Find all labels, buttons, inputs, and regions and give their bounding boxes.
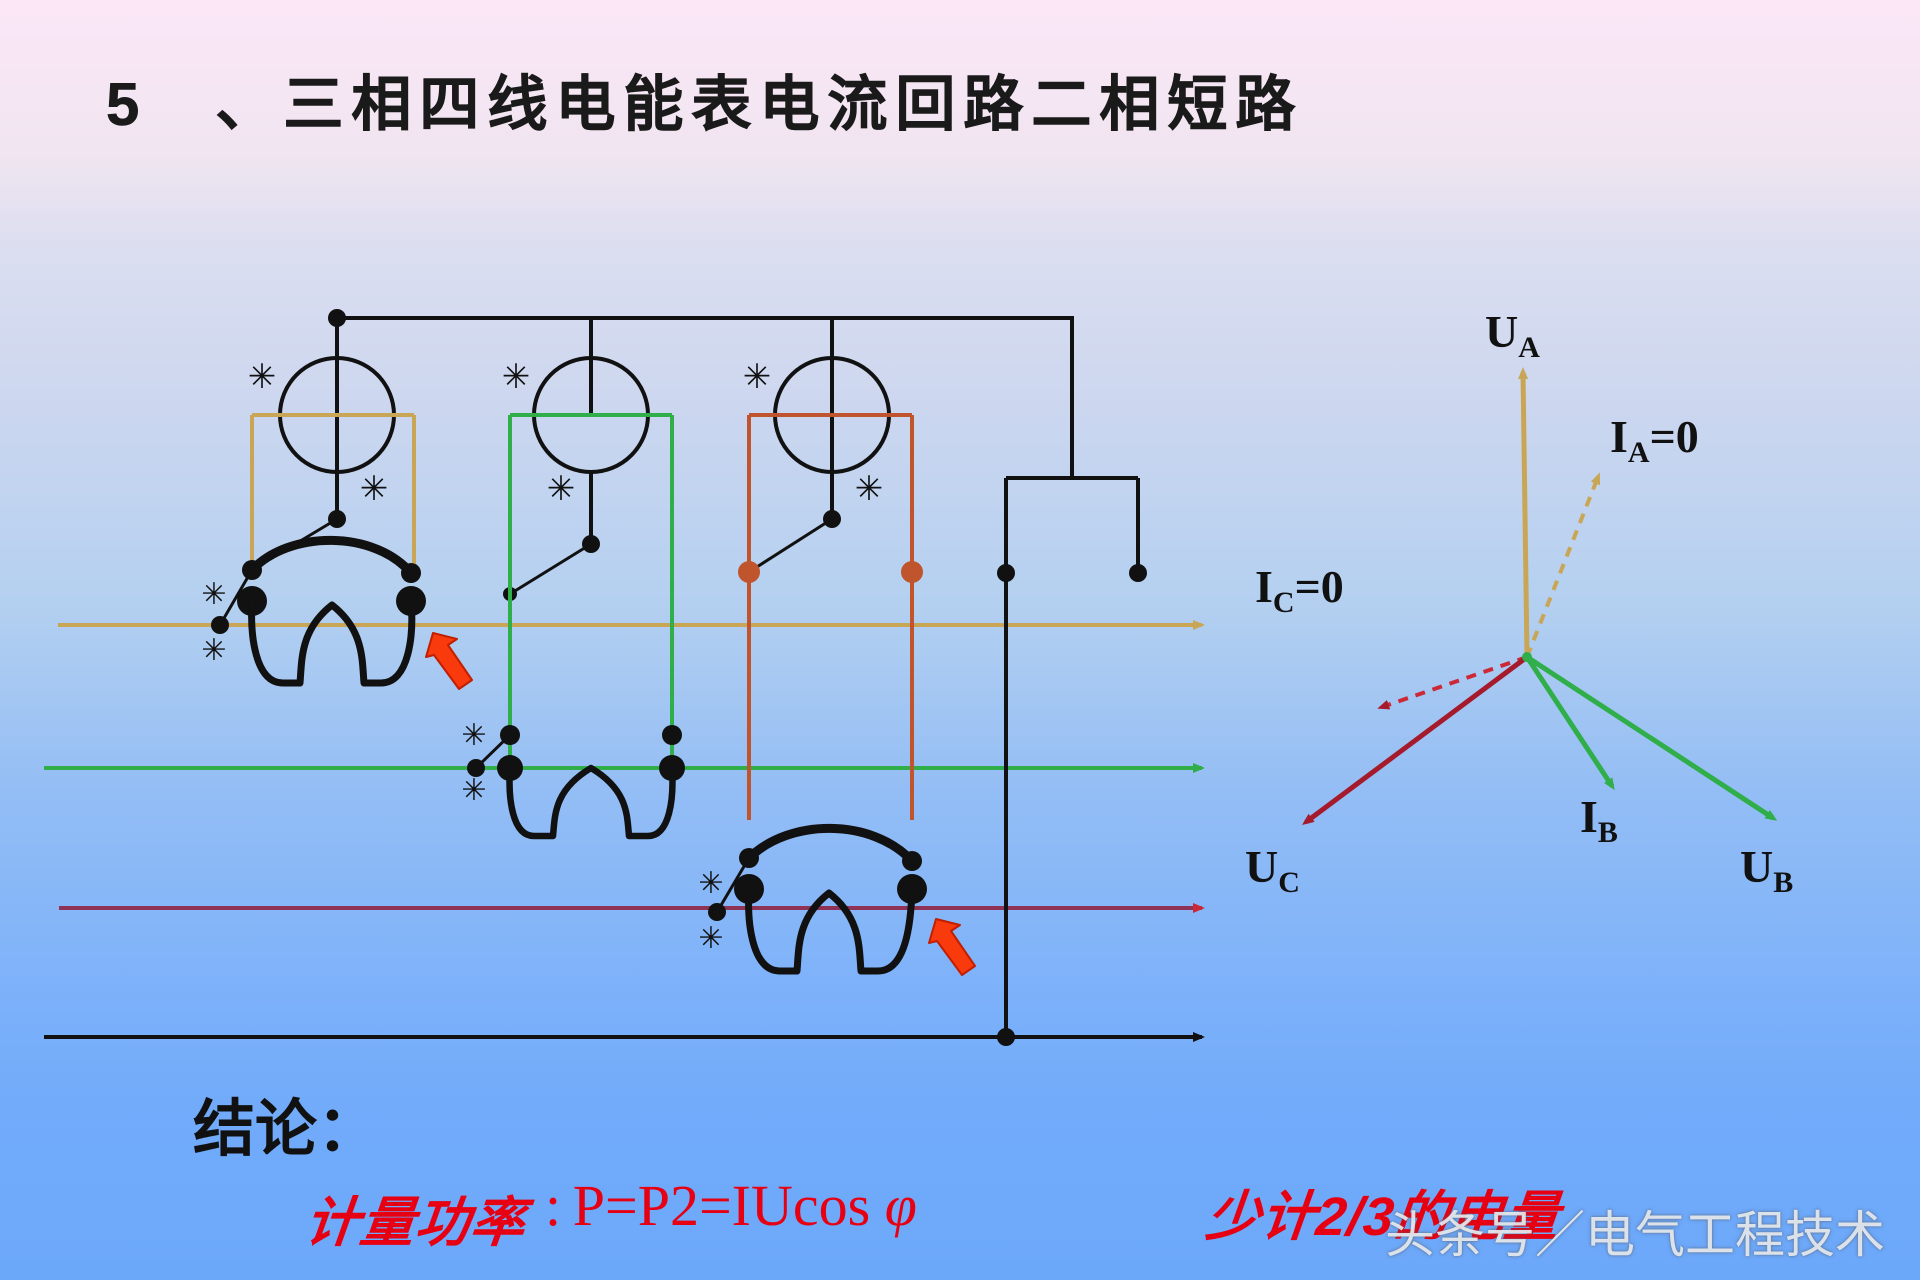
svg-text:✳: ✳ bbox=[698, 867, 723, 900]
svg-text:✳: ✳ bbox=[855, 471, 884, 508]
svg-text:✳: ✳ bbox=[248, 359, 277, 396]
svg-text:✳: ✳ bbox=[547, 471, 576, 508]
svg-text:✳: ✳ bbox=[201, 634, 226, 667]
svg-text:✳: ✳ bbox=[461, 719, 486, 752]
svg-text:✳: ✳ bbox=[201, 578, 226, 611]
svg-text:✳: ✳ bbox=[743, 359, 772, 396]
svg-text:✳: ✳ bbox=[360, 471, 389, 508]
svg-text:✳: ✳ bbox=[461, 774, 486, 807]
svg-text:✳: ✳ bbox=[698, 922, 723, 955]
svg-text:✳: ✳ bbox=[502, 359, 531, 396]
